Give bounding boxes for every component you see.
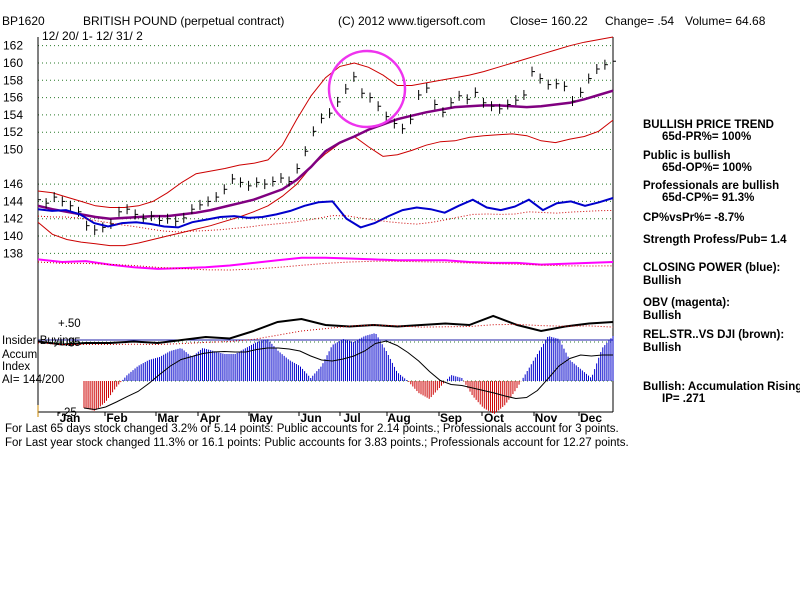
date-range: 12/ 20/ 1- 12/ 31/ 2: [42, 29, 143, 43]
y-tick-label: 146: [3, 177, 23, 191]
obv-label: OBV (magenta):: [643, 297, 730, 309]
x-tick-label: Mar: [157, 411, 179, 425]
symbol-label: BP1620: [2, 14, 45, 28]
x-tick-label: Jan: [60, 411, 81, 425]
copyright-label: (C) 2012 www.tigersoft.com: [338, 14, 486, 28]
y-tick-label: 142: [3, 212, 23, 226]
volume-value: Volume= 64.68: [685, 14, 766, 28]
trend-title: BULLISH PRICE TREND: [643, 119, 774, 131]
y-tick-label: 160: [3, 56, 23, 70]
closing-power-ma-line: [37, 209, 614, 233]
upper-band-line: [37, 36, 614, 208]
y-tick-label: 154: [3, 108, 23, 122]
accum-ma-line: [83, 340, 613, 411]
y-tick-label: 158: [3, 73, 23, 87]
ip-value: IP= .271: [662, 393, 706, 405]
footer-line-year: For Last year stock changed 11.3% or 16.…: [5, 437, 629, 449]
highlight-circle: [327, 49, 407, 129]
x-tick-label: Apr: [200, 411, 221, 425]
footer-line-65-days: For Last 65 days stock changed 3.2% or 5…: [5, 423, 619, 435]
cp-value: 65d-CP%= 91.3%: [662, 192, 755, 204]
y-tick-label: 144: [3, 194, 23, 208]
y-tick-label: 152: [3, 125, 23, 139]
y-tick-label: 140: [3, 229, 23, 243]
relstr-label: REL.STR..VS DJI (brown):: [643, 329, 785, 341]
x-tick-label: Feb: [106, 411, 127, 425]
x-tick-label: Nov: [535, 411, 558, 425]
x-tick-label: Aug: [387, 411, 410, 425]
x-tick-label: Jul: [343, 411, 360, 425]
relstr-line: [37, 314, 614, 346]
y-tick-label: 150: [3, 143, 23, 157]
x-tick-label: Sep: [440, 411, 462, 425]
closing-power-line: [37, 197, 614, 229]
pr-value: 65d-PR%= 100%: [662, 131, 752, 143]
professionals-label: Professionals are bullish: [643, 180, 780, 192]
ai-value: AI= 144/200: [2, 374, 65, 386]
close-value: Close= 160.22: [510, 14, 588, 28]
cpvspr-value: CP%vsPr%= -8.7%: [643, 212, 745, 224]
x-tick-label: Jun: [300, 411, 321, 425]
x-tick-label: Oct: [484, 411, 504, 425]
accum-tick-label: +.50: [58, 318, 81, 330]
relstr-value: Bullish: [643, 342, 682, 354]
y-tick-label: 162: [3, 39, 23, 53]
op-value: 65d-OP%= 100%: [662, 162, 752, 174]
chart-title: BRITISH POUND (perpetual contract): [83, 14, 285, 28]
x-tick-label: Dec: [580, 411, 602, 425]
obv-line: [37, 256, 614, 270]
y-tick-label: 156: [3, 91, 23, 105]
insider-buying-label: Insider Buying: [2, 335, 75, 347]
accum-tick-label: -.25: [57, 407, 77, 419]
closing-power-label: CLOSING POWER (blue):: [643, 262, 781, 274]
lower-band-line: [37, 119, 614, 247]
moving-average-line: [37, 89, 614, 220]
change-value: Change= .54: [605, 14, 675, 28]
accum-rising-label: Bullish: Accumulation Rising: [643, 381, 800, 393]
obv-value: Bullish: [643, 310, 682, 322]
relstr-ma-line: [37, 323, 614, 346]
x-tick-label: May: [249, 411, 273, 425]
y-tick-label: 138: [3, 246, 23, 260]
public-label: Public is bullish: [643, 150, 731, 162]
accum-index-label: Accum Index: [2, 349, 38, 373]
strength-value: Strength Profess/Pub= 1.4: [643, 234, 787, 246]
closing-power-value: Bullish: [643, 275, 682, 287]
